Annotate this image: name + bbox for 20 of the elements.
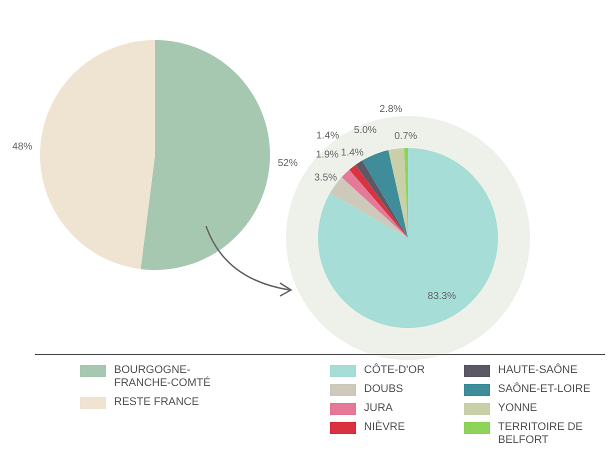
legend-label: NIÈVRE xyxy=(364,421,405,434)
legend-label: CÔTE-D'OR xyxy=(364,364,425,377)
data-label: 52% xyxy=(278,158,298,170)
data-label: 0.7% xyxy=(394,130,418,142)
legend-label: RESTE FRANCE xyxy=(114,396,199,409)
data-label: 1.9% xyxy=(316,149,339,160)
data-label: 1.4% xyxy=(340,147,364,158)
data-label: 83.3% xyxy=(428,291,456,302)
legend-label: HAUTE-SAÔNE xyxy=(498,364,578,377)
data-label: 3.5% xyxy=(314,172,338,184)
legend-label: JURA xyxy=(364,402,393,415)
data-label: 2.8% xyxy=(380,104,402,115)
legend-label: YONNE xyxy=(498,402,538,415)
legend-label: TERRITOIRE DE BELFORT xyxy=(498,421,583,447)
legend-label: BOURGOGNE- FRANCHE-COMTÉ xyxy=(114,364,211,390)
data-label: 1.4% xyxy=(316,130,340,142)
data-label: 48% xyxy=(12,141,32,152)
legend-label: DOUBS xyxy=(364,383,404,396)
legend-label: SAÔNE-ET-LOIRE xyxy=(498,383,590,396)
data-label: 5.0% xyxy=(354,124,377,136)
